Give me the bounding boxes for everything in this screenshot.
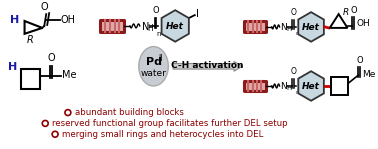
Polygon shape (298, 71, 324, 101)
Text: O: O (356, 56, 363, 65)
Text: N: N (280, 83, 287, 91)
Text: Pd: Pd (146, 57, 161, 67)
Text: water: water (141, 69, 166, 78)
Text: reserved functional group facilitates further DEL setup: reserved functional group facilitates fu… (52, 119, 288, 128)
Text: H: H (8, 62, 18, 72)
Polygon shape (298, 12, 324, 42)
Text: O: O (40, 2, 48, 12)
Text: Het: Het (166, 22, 184, 31)
Bar (244, 21, 266, 32)
Text: C-H activation: C-H activation (172, 61, 244, 70)
Text: H: H (286, 85, 291, 91)
Text: Het: Het (302, 23, 320, 32)
Text: n: n (295, 90, 299, 95)
Text: O: O (152, 6, 159, 15)
Text: n: n (156, 31, 161, 37)
Text: R: R (342, 8, 349, 17)
Text: Het: Het (302, 82, 320, 91)
Text: R: R (26, 35, 33, 45)
Ellipse shape (139, 47, 168, 86)
FancyArrowPatch shape (173, 61, 242, 71)
Bar (101, 20, 124, 32)
Text: H: H (148, 24, 153, 33)
Bar (244, 81, 266, 91)
Text: Me: Me (62, 70, 76, 80)
Text: OH: OH (356, 20, 370, 28)
Text: I: I (196, 9, 199, 19)
Text: OH: OH (61, 15, 76, 25)
Text: N: N (142, 22, 149, 32)
Text: n: n (295, 31, 299, 36)
Text: abundant building blocks: abundant building blocks (75, 108, 184, 117)
Text: H: H (10, 15, 20, 25)
Text: O: O (290, 8, 296, 17)
Text: N: N (280, 23, 287, 32)
Text: O: O (350, 6, 357, 15)
Text: merging small rings and heterocycles into DEL: merging small rings and heterocycles int… (62, 130, 263, 139)
Text: Me: Me (362, 70, 376, 79)
Text: II: II (158, 54, 163, 63)
Text: H: H (286, 26, 291, 32)
Text: O: O (290, 67, 296, 76)
Text: O: O (47, 53, 55, 63)
Polygon shape (161, 10, 189, 42)
